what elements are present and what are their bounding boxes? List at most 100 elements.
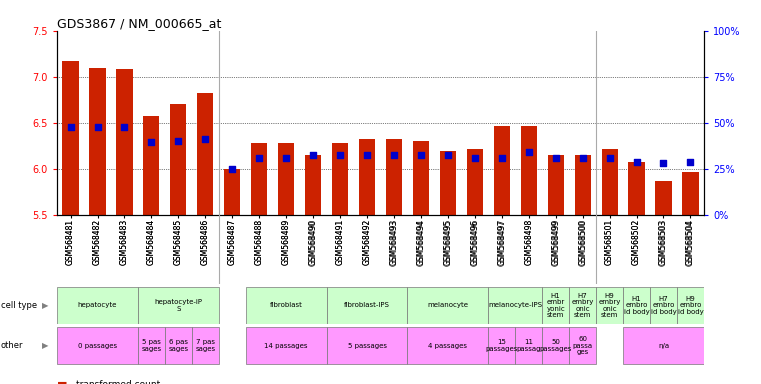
Text: GSM568504: GSM568504: [686, 218, 695, 265]
Text: GSM568499: GSM568499: [551, 218, 560, 265]
FancyBboxPatch shape: [623, 327, 704, 364]
Point: [630, 159, 642, 165]
Text: H1
embro
id body: H1 embro id body: [624, 296, 649, 315]
FancyBboxPatch shape: [596, 287, 623, 324]
Text: GSM568487: GSM568487: [228, 218, 237, 265]
Text: GSM568482: GSM568482: [93, 218, 102, 265]
FancyBboxPatch shape: [543, 327, 569, 364]
FancyBboxPatch shape: [165, 327, 192, 364]
FancyBboxPatch shape: [515, 327, 543, 364]
Text: GSM568496: GSM568496: [470, 218, 479, 265]
Bar: [655, 181, 672, 215]
Bar: [440, 151, 456, 215]
Bar: [62, 61, 78, 215]
FancyBboxPatch shape: [246, 327, 326, 364]
Point: [577, 155, 589, 161]
Text: hepatocyte: hepatocyte: [78, 302, 117, 308]
Text: GSM568481: GSM568481: [66, 218, 75, 265]
Text: GSM568488: GSM568488: [255, 218, 264, 265]
Text: GSM568493: GSM568493: [390, 218, 399, 265]
Text: cell type: cell type: [1, 301, 37, 310]
Bar: [90, 68, 106, 215]
Text: ■: ■: [57, 380, 68, 384]
FancyBboxPatch shape: [326, 327, 407, 364]
Point: [253, 155, 266, 161]
Text: GSM568498: GSM568498: [524, 218, 533, 265]
FancyBboxPatch shape: [57, 327, 138, 364]
Bar: [143, 116, 160, 215]
Bar: [170, 104, 186, 215]
Point: [523, 149, 535, 156]
Bar: [466, 149, 483, 215]
Text: GSM568489: GSM568489: [282, 218, 291, 265]
Bar: [305, 155, 321, 215]
Text: 60
passa
ges: 60 passa ges: [572, 336, 593, 355]
Bar: [116, 68, 132, 215]
Bar: [575, 155, 591, 215]
Point: [199, 136, 212, 142]
Text: GSM568484: GSM568484: [147, 218, 156, 265]
Text: 5 passages: 5 passages: [348, 343, 387, 349]
FancyBboxPatch shape: [677, 287, 704, 324]
Point: [469, 155, 481, 161]
Point: [119, 124, 131, 130]
Text: GSM568500: GSM568500: [578, 218, 587, 265]
Point: [226, 166, 238, 172]
Text: 15
passages: 15 passages: [486, 339, 518, 352]
Bar: [494, 126, 510, 215]
Bar: [359, 139, 375, 215]
Bar: [548, 155, 564, 215]
Text: 6 pas
sages: 6 pas sages: [168, 339, 189, 352]
Text: 4 passages: 4 passages: [428, 343, 467, 349]
Text: melanocyte: melanocyte: [428, 302, 468, 308]
Text: GSM568501: GSM568501: [605, 218, 614, 265]
Text: transformed count: transformed count: [76, 380, 161, 384]
Text: ▶: ▶: [43, 301, 49, 310]
FancyBboxPatch shape: [407, 327, 489, 364]
Bar: [197, 93, 213, 215]
FancyBboxPatch shape: [57, 287, 138, 324]
FancyBboxPatch shape: [138, 287, 219, 324]
FancyBboxPatch shape: [543, 287, 569, 324]
FancyBboxPatch shape: [623, 287, 650, 324]
FancyBboxPatch shape: [489, 327, 515, 364]
Point: [495, 155, 508, 161]
Text: GSM568502: GSM568502: [632, 218, 641, 265]
Point: [172, 138, 184, 144]
Text: H7
embro
id body: H7 embro id body: [651, 296, 677, 315]
Text: GSM568494: GSM568494: [416, 218, 425, 265]
FancyBboxPatch shape: [569, 287, 596, 324]
Text: GSM568492: GSM568492: [362, 218, 371, 265]
Bar: [629, 162, 645, 215]
Bar: [521, 126, 537, 215]
Point: [65, 124, 77, 130]
Text: GSM568486: GSM568486: [201, 218, 210, 265]
Bar: [683, 172, 699, 215]
Bar: [601, 149, 618, 215]
Text: H9
embro
id body: H9 embro id body: [677, 296, 703, 315]
Text: H7
embry
onic
stem: H7 embry onic stem: [572, 293, 594, 318]
Text: 0 passages: 0 passages: [78, 343, 117, 349]
Point: [334, 152, 346, 158]
Point: [549, 155, 562, 161]
Point: [603, 155, 616, 161]
Text: H1
embr
yonic
stem: H1 embr yonic stem: [546, 293, 565, 318]
Text: 50
passages: 50 passages: [540, 339, 572, 352]
Bar: [386, 139, 402, 215]
Text: fibroblast-IPS: fibroblast-IPS: [344, 302, 390, 308]
Point: [307, 152, 319, 158]
Bar: [224, 169, 240, 215]
FancyBboxPatch shape: [489, 287, 543, 324]
FancyBboxPatch shape: [569, 327, 596, 364]
FancyBboxPatch shape: [192, 327, 219, 364]
Point: [415, 152, 427, 158]
Text: GSM568490: GSM568490: [309, 218, 317, 265]
Point: [280, 155, 292, 161]
Bar: [278, 143, 295, 215]
Text: other: other: [1, 341, 24, 350]
Text: n/a: n/a: [658, 343, 669, 349]
Point: [388, 152, 400, 158]
Text: 5 pas
sages: 5 pas sages: [142, 339, 161, 352]
FancyBboxPatch shape: [650, 287, 677, 324]
Bar: [412, 141, 429, 215]
